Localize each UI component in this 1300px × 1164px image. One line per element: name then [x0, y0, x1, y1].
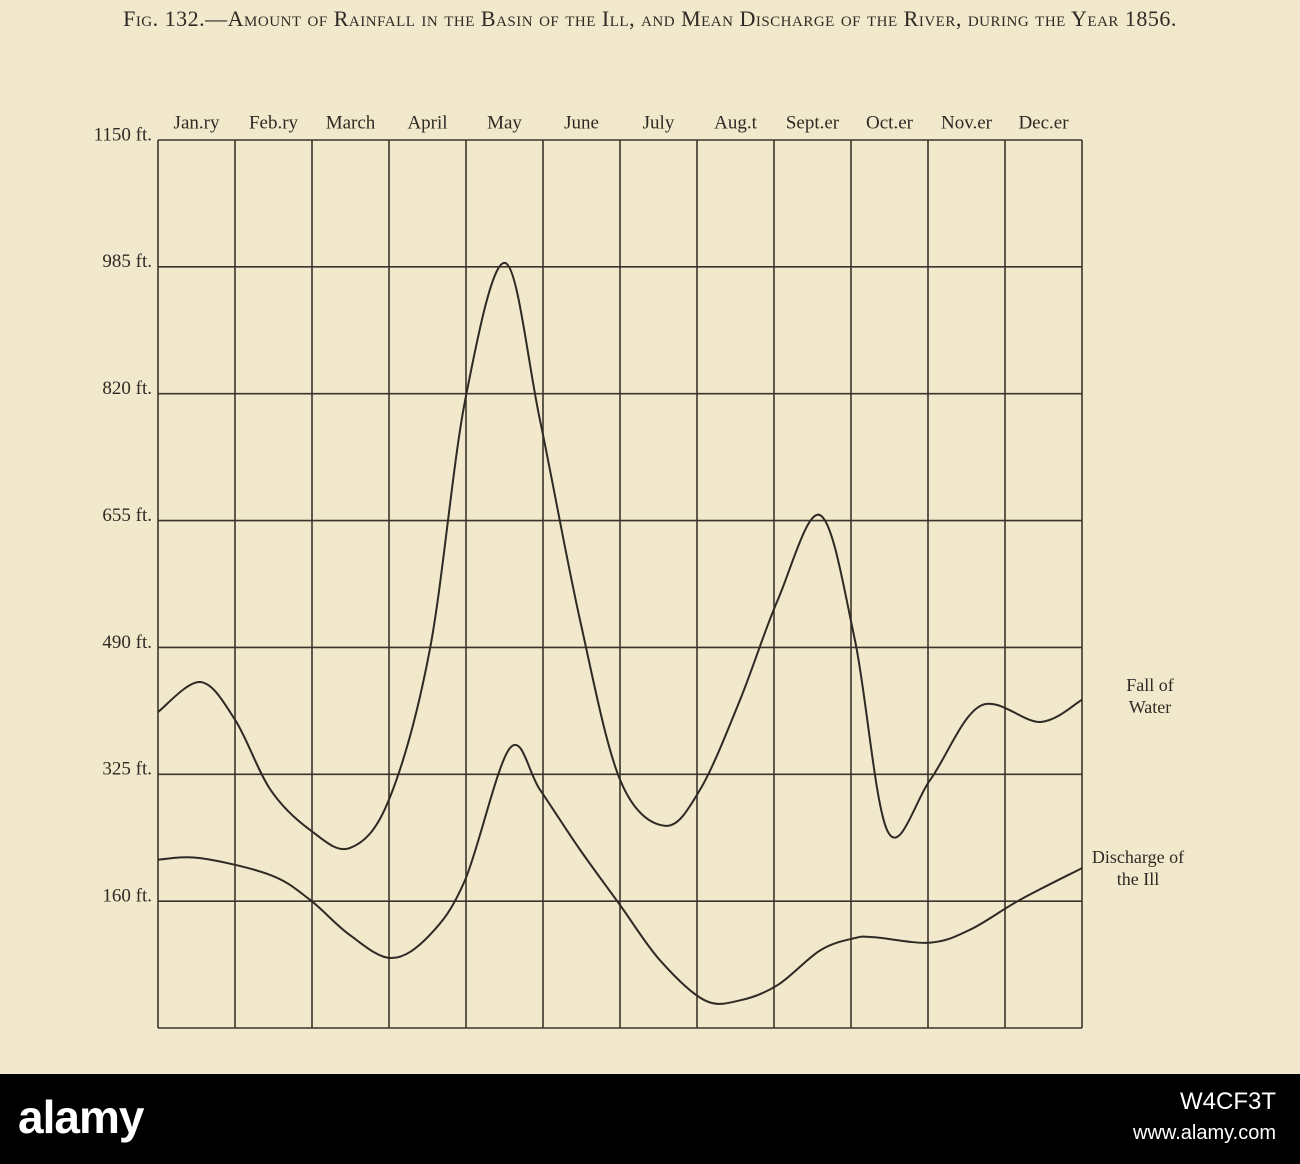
y-tick-label: 490 ft. [102, 632, 152, 653]
x-tick-label: Nov.er [941, 112, 993, 133]
x-tick-label: Sept.er [786, 112, 840, 133]
series-line [157, 262, 1083, 851]
x-tick-label: Jan.ry [174, 112, 220, 133]
y-tick-label: 160 ft. [102, 886, 152, 907]
series-label: Discharge of the Ill [1091, 847, 1185, 889]
x-tick-label: May [487, 112, 522, 133]
x-tick-label: Oct.er [866, 112, 914, 133]
series-label: Fall of Water [1126, 675, 1174, 717]
series-line [157, 744, 1083, 1005]
y-tick-label: 325 ft. [102, 759, 152, 780]
x-tick-label: Feb.ry [249, 112, 299, 133]
url: www.alamy.com [1133, 1122, 1276, 1144]
x-tick-label: June [564, 112, 599, 133]
y-tick-label: 820 ft. [102, 378, 152, 399]
y-tick-label: 1150 ft. [94, 124, 152, 145]
chart-title: Fig. 132.—Amount of Rainfall in the Basi… [123, 6, 1177, 31]
x-tick-label: Dec.er [1018, 112, 1069, 133]
image-id: W4CF3T [1180, 1088, 1276, 1115]
chart: 160 ft. 325 ft. 490 ft. 655 ft. 820 ft. 985 f… [94, 112, 1083, 1029]
y-tick-label: 985 ft. [102, 251, 152, 272]
logo: alamy [18, 1091, 144, 1143]
x-tick-label: Aug.t [714, 112, 757, 133]
x-tick-label: July [643, 112, 675, 133]
y-tick-label: 655 ft. [102, 505, 152, 526]
x-tick-label: March [326, 112, 376, 133]
x-tick-label: April [407, 112, 447, 133]
footer-bar: alamy W4CF3T www.alamy.com [0, 1074, 1300, 1164]
